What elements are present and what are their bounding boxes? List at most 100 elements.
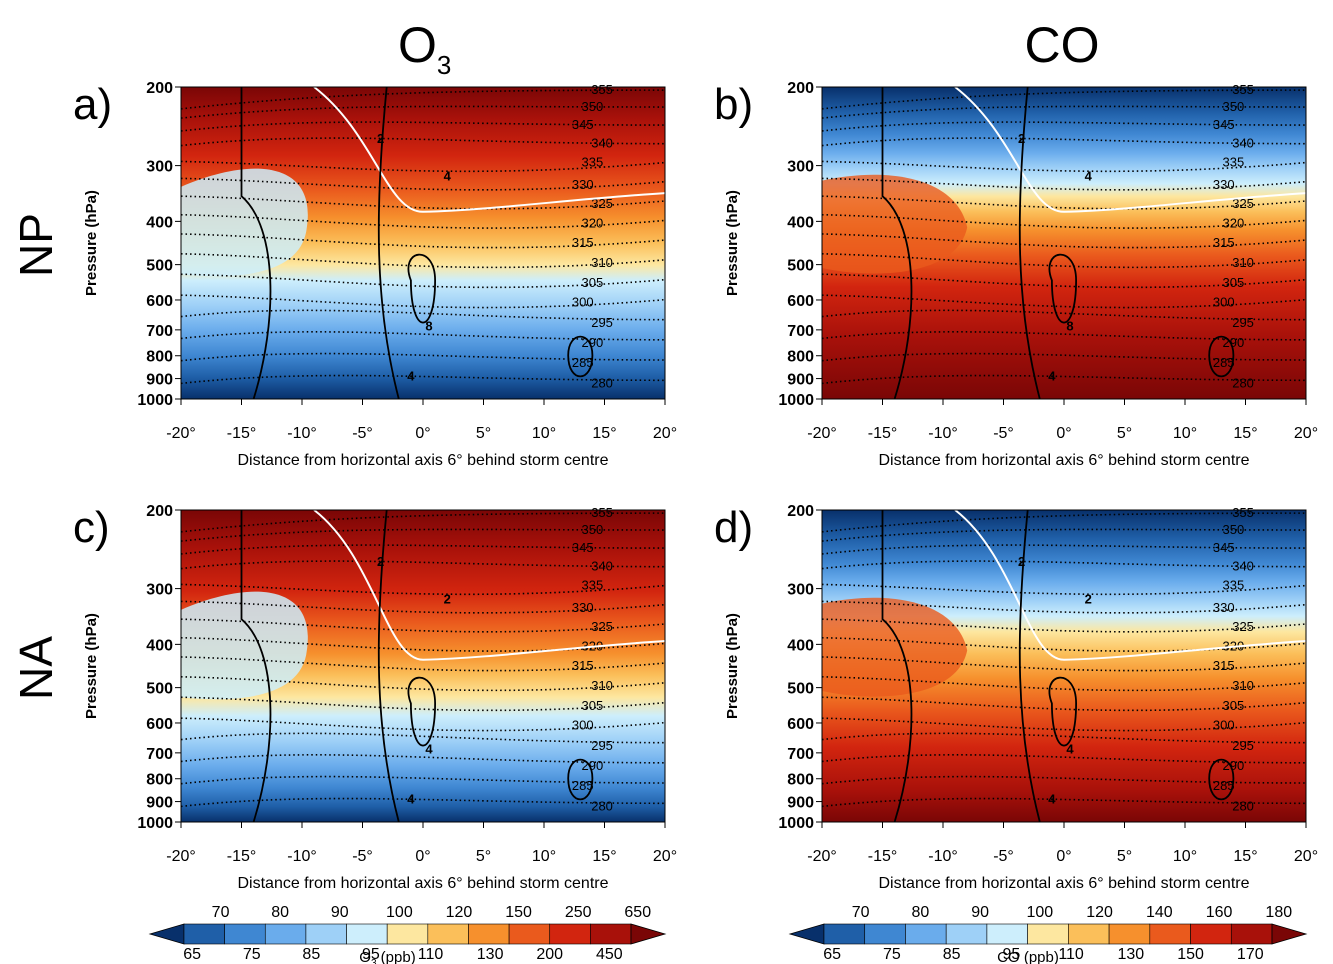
panel-label: d) [714,503,753,552]
theta-contour [821,512,1307,533]
field-anomaly [181,168,308,277]
theta-contour [821,775,1307,785]
y-tick-label: 800 [787,349,814,366]
x-tick-label: 15° [1233,425,1257,442]
y-tick-label: 200 [787,80,814,97]
theta-contour [821,89,1307,110]
theta-contour-label: 335 [1223,155,1245,170]
colorbar-swatch [427,923,469,945]
theta-contour-label: 305 [582,698,604,713]
theta-contour-label: 330 [1213,177,1235,192]
panel-d: 3553503453403353303253203153103053002952… [714,503,1318,892]
y-tick-label: 200 [787,503,814,520]
x-axis-label: Distance from horizontal axis 6° behind … [878,452,1249,469]
colorbar-swatch [1230,923,1273,945]
row-title-np: NP [10,213,62,277]
x-axis-label: Distance from horizontal axis 6° behind … [237,875,608,892]
x-tick-label: 5° [476,425,491,442]
pv-contour-label: 4 [444,169,452,184]
colorbar-upper-label: 100 [386,904,413,921]
y-tick-label: 900 [787,372,814,389]
colorbar-swatch [346,923,388,945]
pv-contour [1048,676,1078,747]
colorbar-upper-label: 90 [971,904,989,921]
y-tick-label: 400 [787,214,814,231]
theta-contour-label: 325 [591,196,613,211]
pv-contour-white [954,509,1307,661]
colorbar-swatch [264,923,307,945]
theta-contour-label: 355 [591,82,613,97]
panel-a: 355 350 345 340 335 330 325 320 315 310 305 300 295 2… [73,80,677,469]
theta-contour [180,636,666,652]
theta-contour [821,583,1307,596]
y-tick-label: 800 [146,772,173,789]
colorbar-upper-label: 120 [1086,904,1113,921]
x-tick-label: 0° [415,848,430,865]
pv-contour-label: 8 [425,318,432,333]
pv-contour-label: 4 [407,368,415,383]
theta-contour [180,195,666,210]
theta-contour [180,331,666,341]
theta-contour [180,696,666,712]
theta-contour [180,656,666,672]
theta-contour [180,676,666,692]
colorbar-lower-label: 110 [1058,946,1084,963]
colorbar-lower-label: 130 [1117,946,1144,963]
y-tick-label: 1000 [778,815,814,832]
theta-contour-label: 340 [591,559,613,574]
colorbar-swatch [1068,923,1110,945]
pv-contour-label: 4 [407,791,415,806]
theta-contour [180,560,666,570]
theta-contour [180,775,666,785]
theta-contour-label: 300 [1213,718,1235,733]
colorbar-swatch [386,923,429,945]
y-tick-label: 400 [146,214,173,231]
colorbar-swatch [305,923,347,945]
y-axis-label: Pressure (hPa) [83,190,100,296]
theta-contour-label: 285 [1213,355,1235,370]
theta-contour [821,754,1307,764]
y-tick-label: 800 [146,349,173,366]
y-tick-label: 300 [787,159,814,176]
colorbar-co: 70 80 90 100 120 140 160 180 65 75 85 95 110 130 150 17… [788,904,1308,964]
pv-contour [881,510,913,823]
y-tick-label: 500 [787,681,814,698]
pv-contour [1208,758,1235,801]
y-tick-label: 300 [146,582,173,599]
theta-contour [180,105,666,119]
theta-contour [821,331,1307,341]
theta-contour-label: 295 [591,738,613,753]
column-title-co: CO [1025,17,1100,73]
colorbar-upper-label: 70 [212,904,230,921]
theta-contour [180,583,666,596]
y-tick-label: 800 [787,772,814,789]
theta-contour-label: 295 [591,315,613,330]
pv-contour [1018,509,1041,823]
x-tick-label: -10° [928,425,958,442]
theta-contour [821,544,1307,555]
theta-contour [821,253,1307,269]
theta-contour [180,233,666,249]
y-tick-label: 600 [787,716,814,733]
colorbar-extend-high [1271,923,1308,945]
theta-contour-label: 300 [572,718,594,733]
x-tick-label: 20° [1294,848,1318,865]
x-tick-label: 0° [415,425,430,442]
theta-contour [180,294,666,309]
theta-contour-label: 340 [1232,136,1254,151]
theta-contour [821,374,1307,385]
theta-contour-label: 295 [1232,738,1254,753]
x-tick-label: 10° [1173,425,1197,442]
pv-contour [1018,86,1041,400]
theta-contour-label: 330 [1213,600,1235,615]
colorbar-lower-label: 95 [362,946,380,963]
theta-contour-label: 285 [1213,778,1235,793]
theta-contour [180,544,666,555]
pv-contour [377,86,400,400]
theta-contour [821,137,1307,147]
y-tick-label: 700 [146,746,173,763]
theta-contour [180,754,666,764]
colorbar-upper-label: 70 [852,904,870,921]
theta-contour [821,656,1307,672]
y-tick-label: 900 [146,795,173,812]
